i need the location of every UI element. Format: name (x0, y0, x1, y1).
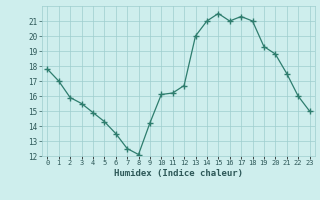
X-axis label: Humidex (Indice chaleur): Humidex (Indice chaleur) (114, 169, 243, 178)
